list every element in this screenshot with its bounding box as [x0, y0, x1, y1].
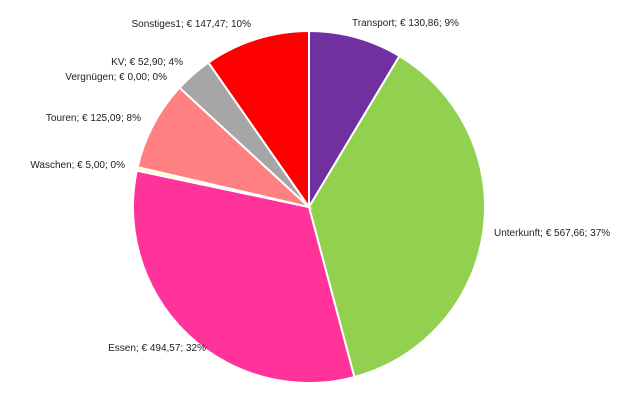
data-label-waschen: Waschen; € 5,00; 0% — [30, 160, 125, 171]
pie-slice-essen — [132, 169, 356, 384]
data-label-unterkunft: Unterkunft; € 567,66; 37% — [494, 228, 610, 239]
data-label-transport: Transport; € 130,86; 9% — [352, 18, 459, 29]
pie-slice-transport — [308, 29, 401, 211]
pie-slice-touren — [136, 86, 313, 209]
pie-labels: Transport; € 130,86; 9% Unterkunft; € 567… — [30, 18, 610, 354]
pie-slices — [132, 29, 486, 384]
data-label-vergnuegen: Vergnügen; € 0,00; 0% — [65, 72, 167, 83]
pie-slice-unterkunft — [307, 54, 486, 379]
data-label-touren: Touren; € 125,09; 8% — [46, 113, 141, 124]
data-label-sonstiges1: Sonstiges1; € 147,47; 10% — [131, 19, 251, 30]
pie-slice-sonstiges1 — [207, 29, 310, 211]
data-label-essen: Essen; € 494,57; 32% — [108, 343, 206, 354]
data-label-kv: KV; € 52,90; 4% — [111, 57, 183, 68]
